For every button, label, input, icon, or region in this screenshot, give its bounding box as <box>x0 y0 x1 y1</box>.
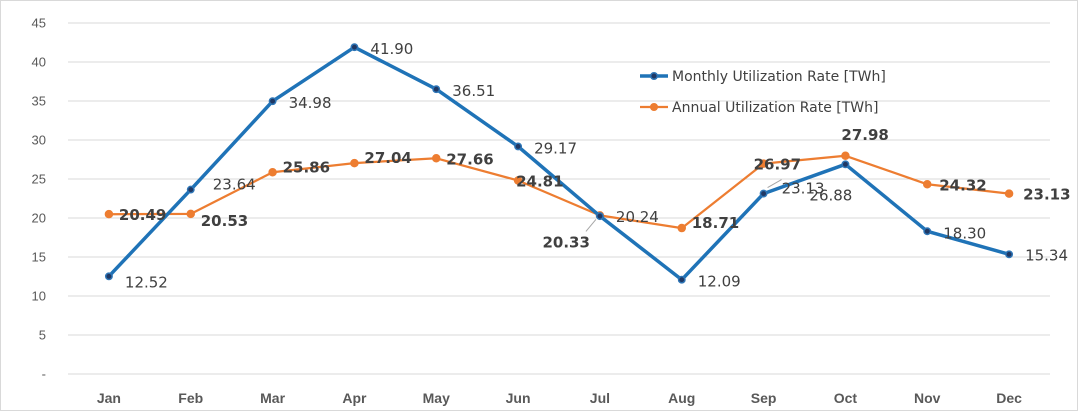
monthly-data-label: 34.98 <box>289 94 332 112</box>
annual-data-label: 27.98 <box>841 126 888 144</box>
annual-point <box>432 154 441 163</box>
y-tick-label: 35 <box>32 94 46 109</box>
annual-data-label: 25.86 <box>283 158 330 176</box>
y-tick-label: 30 <box>32 133 46 148</box>
annual-data-label: 20.49 <box>119 206 166 224</box>
y-axis-ticks: - 5 10 15 20 25 30 35 40 45 <box>32 16 46 382</box>
annual-point <box>677 223 686 233</box>
monthly-point <box>923 227 932 236</box>
monthly-data-label: 12.52 <box>125 273 168 291</box>
x-tick-label: Nov <box>914 390 941 406</box>
y-tick-label: 40 <box>32 55 46 70</box>
x-tick-label: Jun <box>506 390 531 406</box>
y-tick-label: 5 <box>39 328 46 343</box>
x-tick-label: Dec <box>996 390 1022 406</box>
monthly-point <box>595 212 604 221</box>
annual-point <box>513 176 523 185</box>
leader-line <box>767 179 782 189</box>
monthly-point <box>841 160 850 169</box>
annual-data-label: 20.33 <box>542 233 589 251</box>
monthly-series-line <box>107 45 1010 282</box>
annual-data-label: 24.81 <box>516 172 563 190</box>
annual-data-label: 23.13 <box>1023 186 1070 204</box>
x-tick-label: Jan <box>97 390 121 406</box>
annual-point <box>268 168 277 177</box>
annual-point <box>186 209 195 219</box>
monthly-data-label: 12.09 <box>698 273 741 291</box>
annual-data-label: 18.71 <box>692 214 739 232</box>
monthly-data-label: 18.30 <box>943 224 986 242</box>
x-tick-label: Feb <box>178 390 203 406</box>
monthly-point <box>104 272 113 281</box>
annual-data-label: 27.04 <box>364 149 411 167</box>
annual-point <box>1004 189 1014 198</box>
leader-line <box>585 219 597 232</box>
annual-point <box>759 159 768 168</box>
annual-point <box>350 158 359 168</box>
annual-series-line <box>108 154 1010 230</box>
y-tick-label: 45 <box>32 16 46 31</box>
x-tick-label: Oct <box>834 390 858 406</box>
monthly-point <box>514 142 523 151</box>
x-tick-label: Apr <box>342 390 367 406</box>
legend-swatch-marker <box>649 102 659 112</box>
monthly-data-label: 23.13 <box>782 180 825 198</box>
y-tick-label: 25 <box>32 172 46 187</box>
annual-data-label: 26.97 <box>754 156 801 174</box>
monthly-data-label: 26.88 <box>809 186 852 204</box>
monthly-data-label: 15.34 <box>1025 246 1068 264</box>
annual-point <box>841 151 850 161</box>
x-tick-label: Mar <box>260 390 285 406</box>
monthly-point <box>350 43 359 52</box>
x-axis-ticks: Jan Feb Mar Apr May Jun Jul Aug Sep Oct Nov Dec <box>97 390 1022 406</box>
monthly-point <box>268 97 277 106</box>
x-tick-label: Aug <box>668 390 695 406</box>
monthly-data-label: 23.64 <box>213 176 256 194</box>
annual-data-label: 24.32 <box>939 176 986 194</box>
annual-point <box>104 209 114 219</box>
series <box>104 43 1014 284</box>
monthly-data-label: 41.90 <box>370 40 413 58</box>
x-tick-label: May <box>423 390 450 406</box>
legend-swatch-marker <box>649 71 659 81</box>
y-tick-label: 10 <box>32 289 46 304</box>
data-labels: 12.52 23.64 34.98 41.90 36.51 29.17 20.24 12.09… <box>119 40 1071 291</box>
legend-entry: Monthly Utilization Rate [TWh] <box>672 69 886 85</box>
legend-entry: Annual Utilization Rate [TWh] <box>672 100 878 116</box>
monthly-point <box>677 275 686 284</box>
monthly-data-label: 20.24 <box>616 208 659 226</box>
gridlines <box>68 22 1050 375</box>
annual-point <box>923 180 932 189</box>
x-tick-label: Jul <box>590 390 610 406</box>
y-tick-label: 15 <box>32 250 46 265</box>
monthly-point <box>1005 250 1014 259</box>
monthly-point <box>186 185 195 194</box>
annual-data-label: 20.53 <box>201 212 248 230</box>
monthly-point <box>432 85 441 94</box>
monthly-data-label: 36.51 <box>452 82 495 100</box>
annual-data-label: 27.66 <box>446 150 493 168</box>
monthly-data-label: 29.17 <box>534 139 577 157</box>
y-tick-label: - <box>42 367 46 382</box>
monthly-point <box>759 189 768 198</box>
legend: Monthly Utilization Rate [TWh] Annual Uti… <box>640 69 886 116</box>
y-tick-label: 20 <box>32 211 46 226</box>
x-tick-label: Sep <box>751 390 777 406</box>
